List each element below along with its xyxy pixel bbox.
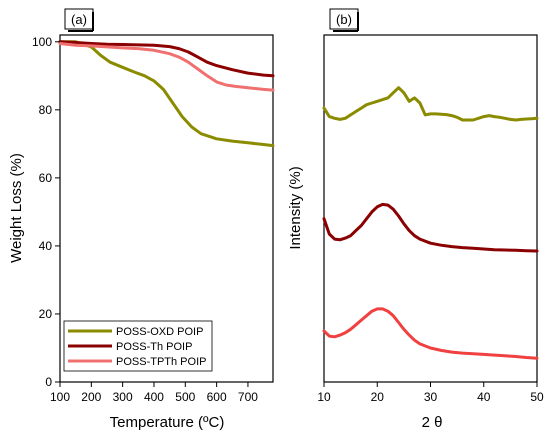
panel-b-x-axis-title: 2 θ (422, 414, 443, 431)
panel-a-x-tick-label: 600 (207, 390, 227, 404)
panel-a-y-ticks: 0 20 40 60 80 100 (32, 35, 60, 389)
panel-b-series-line-1 (322, 86, 539, 122)
panel-a-x-tick-label: 200 (81, 390, 101, 404)
panel-a-x-tick-label: 300 (113, 390, 133, 404)
panel-a-y-axis-title: Weight Loss (%) (8, 153, 25, 263)
panel-a-tga-chart: 100 200 300 400 500 600 700 0 20 40 60 80 100 (a) T… (8, 8, 275, 431)
panel-a-x-ticks: 100 200 300 400 500 600 700 (50, 382, 258, 404)
panel-a-y-tick-label: 20 (39, 307, 53, 321)
panel-a-x-tick-label: 500 (175, 390, 195, 404)
panel-a-y-tick-label: 80 (39, 103, 53, 117)
panel-b-y-axis-title: Intensity (%) (287, 166, 304, 249)
panel-a-x-tick-label: 100 (50, 390, 70, 404)
panel-b-x-tick-label: 50 (530, 390, 544, 404)
panel-b-x-tick-label: 10 (317, 390, 331, 404)
panel-a-label: (a) (71, 12, 87, 27)
panel-a-legend-entry-1: POSS-OXD POIP (116, 326, 203, 338)
panel-a-series-line-2 (58, 40, 275, 78)
panel-b-label-box: (b) (329, 8, 359, 32)
panel-b-plot-frame (323, 34, 538, 383)
panel-b-x-ticks: 10 20 30 40 50 (317, 382, 544, 404)
panel-a-x-axis-title: Temperature (ºC) (110, 414, 225, 431)
panel-a-series-group (58, 40, 275, 148)
panel-b-x-tick-label: 30 (424, 390, 438, 404)
panel-a-y-tick-label: 0 (45, 375, 52, 389)
panel-b-series-line-3 (322, 307, 539, 360)
panel-a-legend: POSS-OXD POIP POSS-Th POIP POSS-TPTh POIP (63, 320, 213, 372)
panel-a-plot-frame (59, 34, 274, 383)
panel-b-series-line-2 (322, 202, 539, 253)
panel-a-legend-entry-3: POSS-TPTh POIP (116, 356, 206, 368)
panel-b-x-tick-label: 40 (477, 390, 491, 404)
panel-a-x-tick-label: 400 (144, 390, 164, 404)
panel-a-label-box: (a) (64, 8, 94, 32)
panel-a-y-tick-label: 100 (32, 35, 52, 49)
panel-b-xrd-chart: 10 20 30 40 50 (b) 2 θ Intensity (%) (287, 8, 544, 431)
panel-b-series-group (322, 86, 539, 360)
panel-b-x-tick-label: 20 (371, 390, 385, 404)
panel-a-y-tick-label: 60 (39, 171, 53, 185)
panel-a-legend-entry-2: POSS-Th POIP (116, 341, 192, 353)
panel-a-series-line-1 (58, 40, 275, 148)
panel-a-y-tick-label: 40 (39, 239, 53, 253)
panel-b-label: (b) (336, 12, 352, 27)
panel-a-x-tick-label: 700 (238, 390, 258, 404)
panel-a-series-line-3 (58, 42, 275, 92)
